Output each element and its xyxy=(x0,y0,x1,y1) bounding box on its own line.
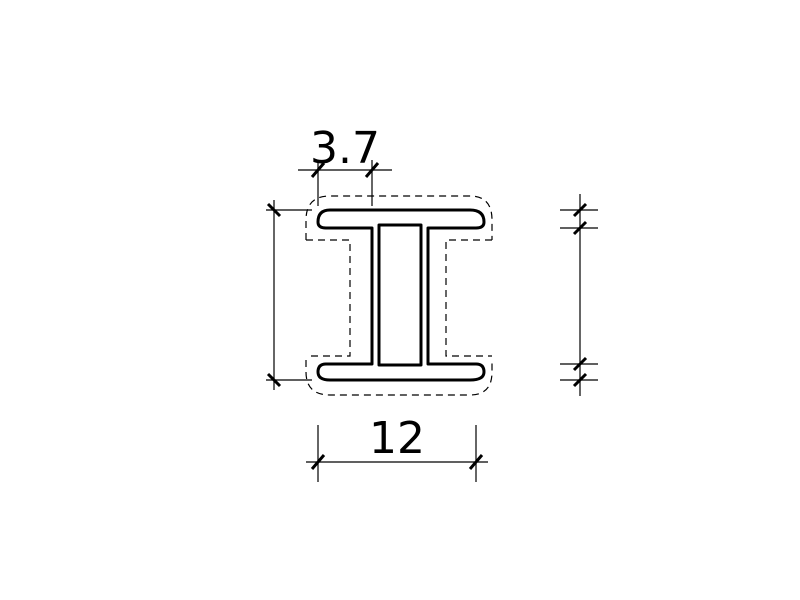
dimension-left: 13.4 xyxy=(266,200,312,390)
web-inner-slot xyxy=(377,223,423,367)
beam-outer-contour xyxy=(316,208,486,382)
dimension-right: 1.2 11 1.2 xyxy=(560,194,598,396)
dimension-label-top: 3.7 xyxy=(310,123,380,174)
dimension-top: 3.7 xyxy=(298,123,392,206)
i-beam-section xyxy=(316,208,486,382)
dimension-bottom: 12 xyxy=(306,413,488,482)
dimension-label-bottom: 12 xyxy=(369,413,425,464)
